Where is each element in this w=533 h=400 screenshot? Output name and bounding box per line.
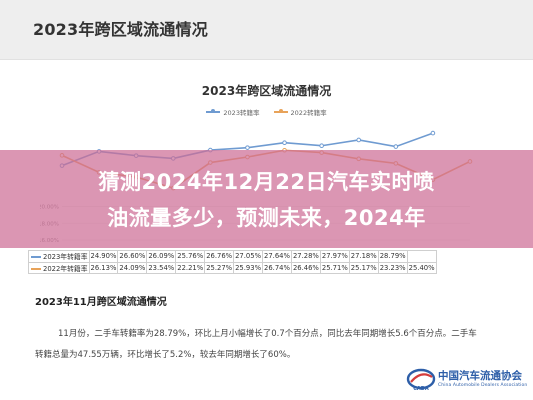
table-cell: 26.13%	[88, 261, 119, 274]
legend-swatch-2022	[273, 109, 288, 113]
table-cell: 26.76%	[204, 250, 235, 263]
legend-item-2022: 2022转籍率	[273, 107, 327, 117]
data-point	[430, 130, 436, 136]
table-cell: 23.23%	[377, 261, 408, 274]
logo-subtitle: China Automobile Dealers Association	[438, 383, 528, 388]
data-point	[282, 140, 287, 146]
cada-emblem-icon: CADA	[406, 368, 436, 392]
paragraph-line-2: 转籍总量为47.55万辆，环比增长了5.2%，较去年同期增长了60%。	[35, 350, 296, 360]
association-logo: CADA 中国汽车流通协会 China Automobile Dealers A…	[404, 362, 532, 396]
data-table: 2023年转籍率 24.90% 26.60% 26.09% 25.76% 26.76% 27…	[28, 250, 437, 274]
table-cell: 24.09%	[117, 261, 148, 274]
row-header: 2023年转籍率	[28, 250, 90, 263]
series-marker	[31, 256, 41, 259]
table-cell: 26.60%	[117, 250, 148, 263]
table-cell: 27.97%	[319, 250, 350, 263]
headline-banner	[0, 150, 533, 248]
table-cell: 24.90%	[88, 250, 119, 263]
table-cell: 23.54%	[146, 261, 177, 274]
legend-item-2023: 2023转籍率	[206, 107, 259, 117]
row-label: 2022年转籍率	[43, 264, 88, 273]
table-row: 2022年转籍率 26.13% 24.09% 23.54% 22.21% 25.27% 25…	[28, 261, 437, 274]
table-cell	[406, 250, 437, 263]
logo-name: 中国汽车流通协会	[438, 370, 522, 382]
table-cell: 25.93%	[233, 261, 264, 274]
data-point	[393, 144, 399, 149]
chart-legend: 2023转籍率 2022转籍率	[0, 107, 533, 117]
paragraph-line-1: 11月份，二手车转籍率为28.79%，环比上月小幅增长了0.7个百分点，同比去年…	[58, 329, 477, 339]
table-cell: 25.17%	[348, 261, 379, 274]
table-cell: 27.64%	[262, 250, 292, 263]
table-cell: 27.05%	[233, 250, 264, 263]
legend-label-2022: 2022转籍率	[290, 109, 327, 117]
table-cell: 26.46%	[290, 261, 321, 274]
headline-line-1: 猜测2024年12月22日汽车实时喷	[98, 170, 435, 194]
chart-title: 2023年跨区域流通情况	[201, 84, 332, 98]
data-point	[319, 143, 324, 149]
data-point	[245, 145, 250, 150]
table-cell: 25.27%	[204, 261, 235, 274]
legend-swatch-2023	[206, 109, 221, 113]
table-cell: 26.74%	[262, 261, 292, 274]
header-band	[0, 0, 533, 60]
headline-line-2: 油流量多少，预测未来，2024年	[107, 206, 426, 230]
table-cell: 22.21%	[175, 261, 206, 274]
data-point	[356, 137, 362, 143]
table-cell: 25.76%	[175, 250, 206, 263]
table-cell: 27.28%	[290, 250, 321, 263]
row-label: 2023年转籍率	[43, 253, 88, 262]
table-cell: 28.79%	[377, 250, 408, 263]
table-cell: 27.18%	[348, 250, 379, 263]
section-title: 2023年11月跨区域流通情况	[35, 297, 167, 308]
page-title: 2023年跨区域流通情况	[33, 20, 208, 39]
table-cell: 25.71%	[319, 261, 350, 274]
table-row: 2023年转籍率 24.90% 26.60% 26.09% 25.76% 26.76% 27…	[28, 250, 437, 263]
svg-text:CADA: CADA	[413, 386, 429, 392]
table-cell: 25.40%	[406, 261, 437, 274]
row-header: 2022年转籍率	[28, 261, 90, 274]
table-cell: 26.09%	[146, 250, 177, 263]
legend-label-2023: 2023转籍率	[223, 109, 260, 117]
series-marker	[31, 267, 41, 270]
